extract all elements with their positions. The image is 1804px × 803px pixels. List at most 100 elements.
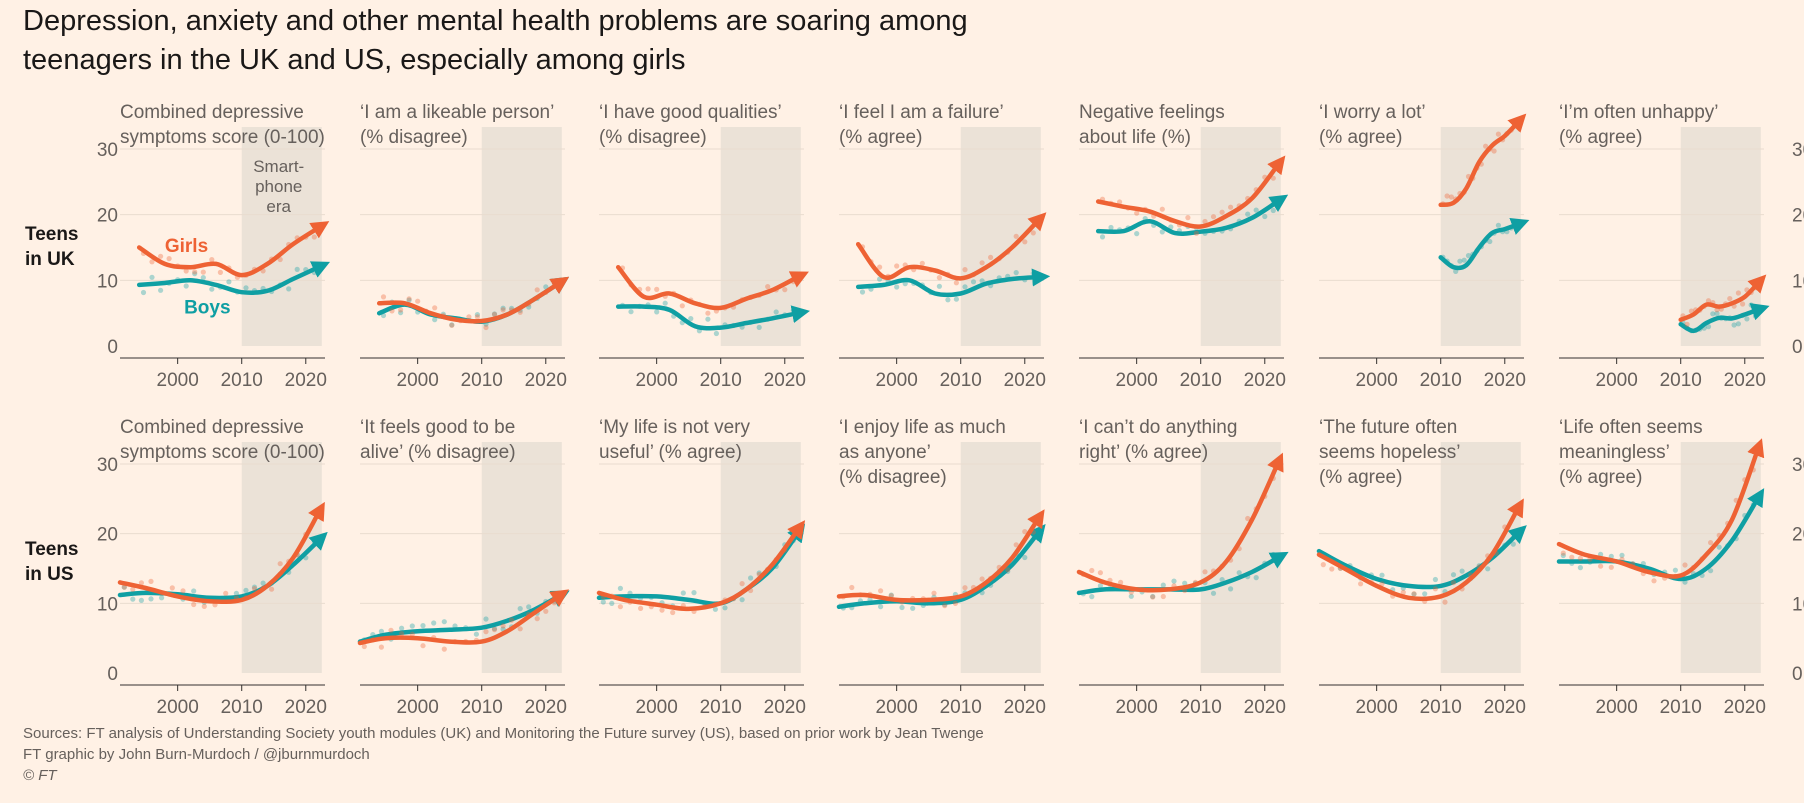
panel-title: symptoms score (0-100) [120,442,325,463]
boys-observation-point [474,312,480,318]
boys-observation-point [1465,253,1472,259]
girls-observation-point [645,286,651,292]
boys-observation-point [1716,544,1722,550]
boys-observation-point [1022,554,1028,561]
girls-label: Girls [165,236,208,257]
girls-trend-line [836,509,1045,603]
boys-trend-line [836,523,1046,610]
panel-title: Combined depressive [120,102,304,123]
x-tick-label: 2020 [1244,697,1286,718]
boys-observation-point [1089,594,1095,600]
boys-observation-point [1672,567,1678,573]
girls-observation-point [765,284,771,290]
girls-observation-point [1411,591,1417,597]
title-line-1: Depression, anxiety and other mental hea… [23,5,968,37]
boys-observation-point [140,289,147,296]
girls-observation-point [705,310,711,316]
girls-observation-point [849,584,855,591]
panel-title: (% agree) [1319,127,1402,148]
boys-observation-point [1219,577,1225,583]
boys-observation-point [1735,321,1741,327]
panel: 2000 2010 2020 ‘I have good qualities’ (% di… [599,102,810,391]
boys-observation-point [1262,213,1268,220]
boys-observation-point [894,284,900,290]
girls-observation-point [988,254,994,260]
girls-observation-point [534,287,540,293]
shaded-smartphone-era [1200,442,1281,673]
girls-observation-point [1329,566,1335,572]
boys-observation-point [1245,211,1251,217]
panel-title: ‘It feels good to be [360,417,515,438]
girls-observation-point [1185,215,1191,221]
panel-title: Negative feelings [1079,102,1225,123]
boys-observation-point [662,300,668,306]
chart-title: Depression, anxiety and other mental hea… [23,2,1023,80]
girls-trend-line [136,221,330,278]
smartphone-era-label: era [266,197,291,216]
smartphone-era-label: Smart- [253,157,304,176]
boys-observation-point [491,311,498,317]
boys-observation-point [1270,207,1276,214]
boys-observation-point [756,324,762,330]
panel-title: (% disagree) [360,127,468,148]
boys-trend-line [1076,551,1289,596]
girls-observation-point [1013,233,1019,239]
girls-observation-point [931,590,937,596]
panel: 2000 2010 2020 ‘It feels good to be alive’ (… [357,417,570,718]
boys-observation-point [1108,224,1114,231]
x-tick-label: 2010 [221,697,263,718]
girls-observation-point [1089,567,1095,574]
boys-observation-point [1487,238,1493,245]
girls-trend-line [596,520,806,612]
boys-observation-point [1253,207,1259,213]
boys-observation-point [138,597,144,604]
girls-trend-line [1438,113,1527,208]
boys-observation-point [159,595,165,601]
boys-observation-point [200,275,206,281]
girls-observation-point [201,603,207,610]
y-tick-label: 10 [97,594,118,615]
y-tick-label: 10 [97,271,118,292]
x-tick-label: 2020 [1724,697,1766,718]
boys-observation-point [953,296,960,302]
panel: 2000 2010 2020 ‘I enjoy life as much as anyo… [836,417,1046,718]
girls-observation-point [543,608,549,614]
girls-observation-point [962,267,968,273]
boys-observation-point [431,620,437,626]
boys-observation-point [748,575,754,581]
boys-observation-point [517,606,523,612]
y-tick-label: 0 [1792,664,1803,685]
boys-observation-point [251,584,258,590]
boys-observation-point [483,616,489,622]
y-tick-label: 30 [97,140,118,161]
girls-observation-point [1608,564,1614,570]
girls-observation-point [1134,210,1140,216]
girls-observation-point [483,629,489,635]
panel-title: alive’ (% disagree) [360,442,516,463]
x-tick-label: 2000 [1116,370,1158,391]
panel-title: ‘Life often seems [1559,417,1703,438]
x-tick-label: 2020 [1484,697,1526,718]
girls-observation-point [1097,570,1103,576]
girls-observation-point [1651,578,1657,584]
boys-observation-point [1097,583,1103,589]
girls-observation-point [878,588,884,594]
x-tick-label: 2020 [1004,370,1046,391]
row-label: Teens [25,224,79,245]
x-tick-label: 2010 [1420,697,1462,718]
boys-observation-point [500,305,506,311]
y-tick-label: 20 [97,525,118,546]
girls-observation-point [200,269,206,275]
boys-observation-point [399,625,405,631]
x-tick-label: 2010 [940,370,982,391]
boys-observation-point [1495,222,1501,228]
girls-observation-point [782,287,788,293]
boys-observation-point [378,628,384,634]
boys-observation-point [1099,234,1106,240]
x-tick-label: 2010 [461,370,503,391]
x-tick-label: 2020 [525,697,567,718]
girls-observation-point [466,314,472,320]
boys-observation-point [628,309,634,315]
boys-observation-point [473,631,479,637]
